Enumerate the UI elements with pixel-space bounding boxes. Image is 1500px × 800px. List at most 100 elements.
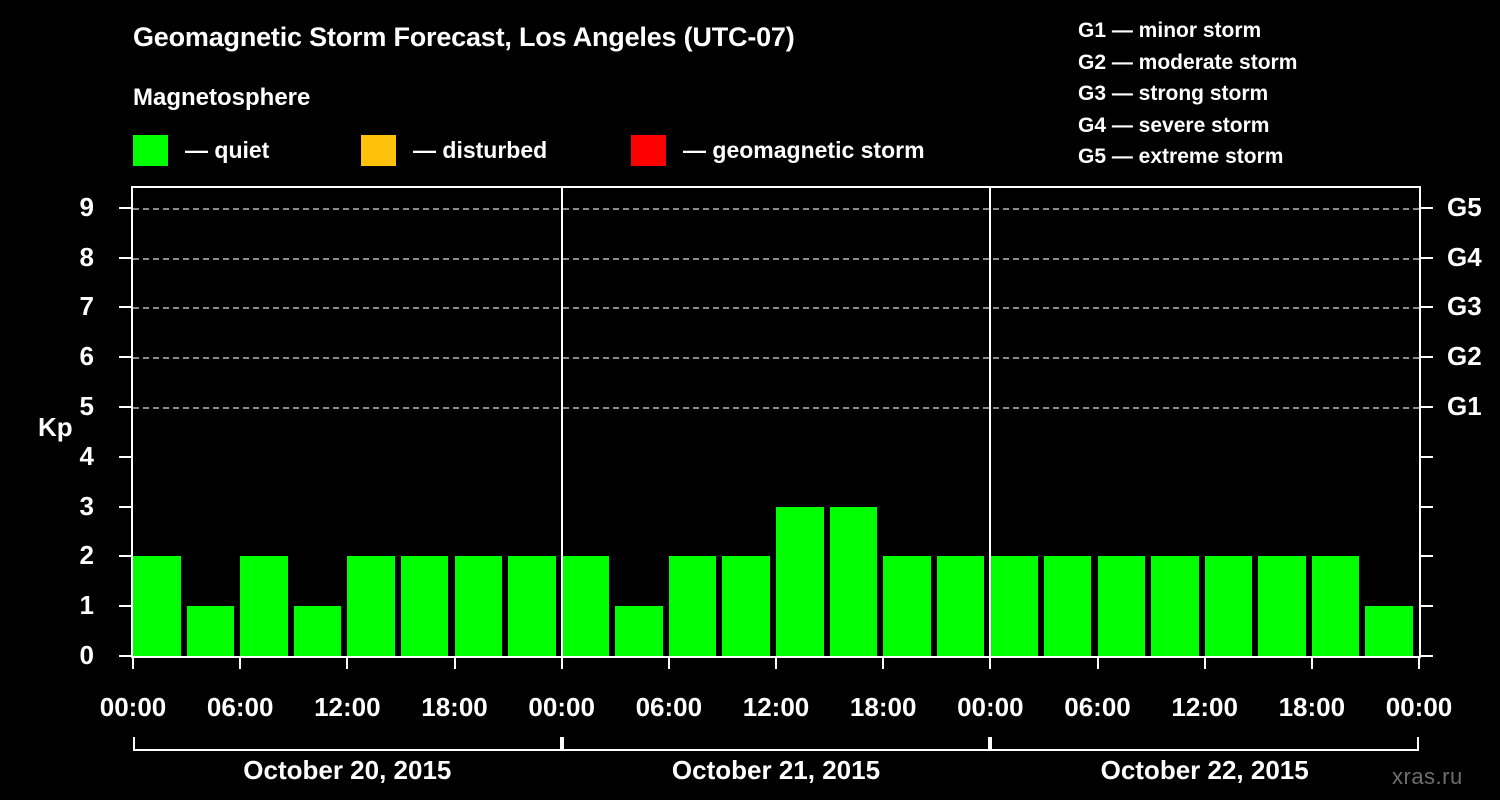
x-tick-label-4: 00:00 <box>528 692 595 722</box>
x-tick-mark-11 <box>1310 658 1313 669</box>
gscale-row-g3: G3 — strong storm <box>1078 82 1269 105</box>
x-tick-label-8: 00:00 <box>957 692 1024 722</box>
x-tick-mark-0 <box>132 658 134 669</box>
chart-plot-inner <box>133 188 1419 656</box>
y-tick-mark-9 <box>119 206 131 209</box>
y-tick-mark-8 <box>119 256 131 259</box>
bar-kp <box>1311 556 1360 656</box>
y-tick-mark-0 <box>119 655 131 657</box>
right-tick-mark-9 <box>1421 206 1433 209</box>
x-tick-label-3: 18:00 <box>421 692 488 722</box>
y-tick-mark-7 <box>119 306 131 309</box>
y-tick-mark-4 <box>119 455 131 458</box>
x-tick-mark-6 <box>775 658 777 669</box>
day-label-1: October 20, 2015 <box>243 755 452 785</box>
y-tick-mark-6 <box>119 356 131 359</box>
gridline-kp-6 <box>133 357 1419 360</box>
y-tick-label-8: 8 <box>79 241 94 272</box>
y-tick-label-0: 0 <box>79 640 94 670</box>
legend-label-quiet: — quiet <box>185 136 270 163</box>
bar-kp <box>776 506 824 656</box>
gridline-kp-8 <box>133 257 1419 260</box>
x-tick-mark-7 <box>882 658 885 669</box>
right-tick-mark-2 <box>1421 555 1433 558</box>
x-tick-label-12: 00:00 <box>1385 692 1453 722</box>
gscale-legend: G1 — minor storm G2 — moderate storm G3 — … <box>1078 15 1297 173</box>
bar-kp <box>615 606 663 656</box>
x-tick-label-11: 18:00 <box>1278 692 1346 722</box>
bar-kp <box>668 556 717 656</box>
bar-kp <box>829 506 878 656</box>
bar-kp <box>1151 556 1199 656</box>
gridline-kp-5 <box>133 407 1419 410</box>
bar-kp <box>936 556 985 656</box>
x-tick-label-1: 06:00 <box>206 692 274 722</box>
x-tick-mark-10 <box>1203 658 1206 669</box>
y-tick-mark-1 <box>119 605 131 608</box>
x-tick-mark-12 <box>1418 658 1420 669</box>
day-label-2: October 21, 2015 <box>671 755 881 785</box>
right-tick-mark-5 <box>1421 406 1433 409</box>
bar-kp <box>1204 556 1253 656</box>
legend-label-geomagnetic-storm: — geomagnetic storm <box>683 136 925 163</box>
x-tick-mark-8 <box>989 658 992 669</box>
y-tick-mark-3 <box>119 505 131 508</box>
bar-kp <box>133 556 181 656</box>
right-tick-mark-0 <box>1421 655 1433 657</box>
x-tick-label-10: 12:00 <box>1171 692 1238 722</box>
bar-kp <box>1258 556 1306 656</box>
watermark: xras.ru <box>1392 764 1463 789</box>
gridline-kp-7 <box>133 307 1419 310</box>
gridline-kp-9 <box>133 207 1419 210</box>
x-tick-mark-9 <box>1096 658 1099 669</box>
day-divider <box>560 188 563 656</box>
bar-kp <box>400 556 449 656</box>
right-tick-mark-4 <box>1421 455 1433 458</box>
magnetosphere-label: Magnetosphere <box>133 84 311 111</box>
g-tick-label-G1: G1 <box>1447 391 1482 422</box>
gscale-row-g1: G1 — minor storm <box>1078 19 1262 42</box>
x-tick-label-6: 12:00 <box>742 692 810 722</box>
day-bracket-2 <box>561 737 991 751</box>
bar-kp <box>186 606 235 656</box>
right-tick-mark-3 <box>1421 505 1433 508</box>
legend-swatch-geomagnetic-storm-icon <box>631 134 666 166</box>
bar-kp <box>1097 556 1146 656</box>
x-tick-label-7: 18:00 <box>849 692 917 722</box>
y-tick-label-4: 4 <box>79 440 94 471</box>
g-tick-label-G5: G5 <box>1447 191 1482 222</box>
y-tick-label-5: 5 <box>79 391 94 422</box>
y-tick-label-6: 6 <box>79 341 94 372</box>
right-tick-mark-8 <box>1421 256 1433 259</box>
x-tick-mark-4 <box>560 658 563 669</box>
day-bracket-3 <box>990 737 1419 751</box>
bar-kp <box>454 556 503 656</box>
bar-kp <box>347 556 395 656</box>
bar-kp <box>561 556 610 656</box>
right-tick-mark-6 <box>1421 356 1433 359</box>
x-tick-label-0: 00:00 <box>99 692 167 722</box>
g-tick-label-G3: G3 <box>1447 291 1482 322</box>
right-tick-mark-1 <box>1421 605 1433 608</box>
gscale-row-g2: G2 — moderate storm <box>1078 50 1298 74</box>
legend-swatch-disturbed-icon <box>361 134 396 166</box>
y-tick-label-9: 9 <box>79 191 94 222</box>
legend-entry-quiet: — quiet <box>133 133 269 167</box>
chart-plot-area <box>131 186 1421 658</box>
y-tick-label-2: 2 <box>79 540 94 571</box>
y-tick-mark-2 <box>119 555 131 558</box>
day-bracket-1 <box>133 737 562 751</box>
y-tick-label-7: 7 <box>79 291 94 322</box>
y-tick-label-3: 3 <box>79 490 94 521</box>
g-tick-label-G2: G2 <box>1447 341 1482 372</box>
gscale-row-g5: G5 — extreme storm <box>1078 145 1284 168</box>
x-tick-mark-1 <box>239 658 242 669</box>
y-tick-label-1: 1 <box>79 590 94 621</box>
day-divider <box>989 188 992 656</box>
legend-label-disturbed: — disturbed <box>413 136 548 163</box>
bar-kp <box>1043 556 1092 656</box>
x-tick-label-9: 06:00 <box>1064 692 1131 722</box>
legend-swatch-quiet-icon <box>133 134 168 166</box>
x-tick-mark-3 <box>453 658 456 669</box>
x-tick-mark-2 <box>346 658 349 669</box>
